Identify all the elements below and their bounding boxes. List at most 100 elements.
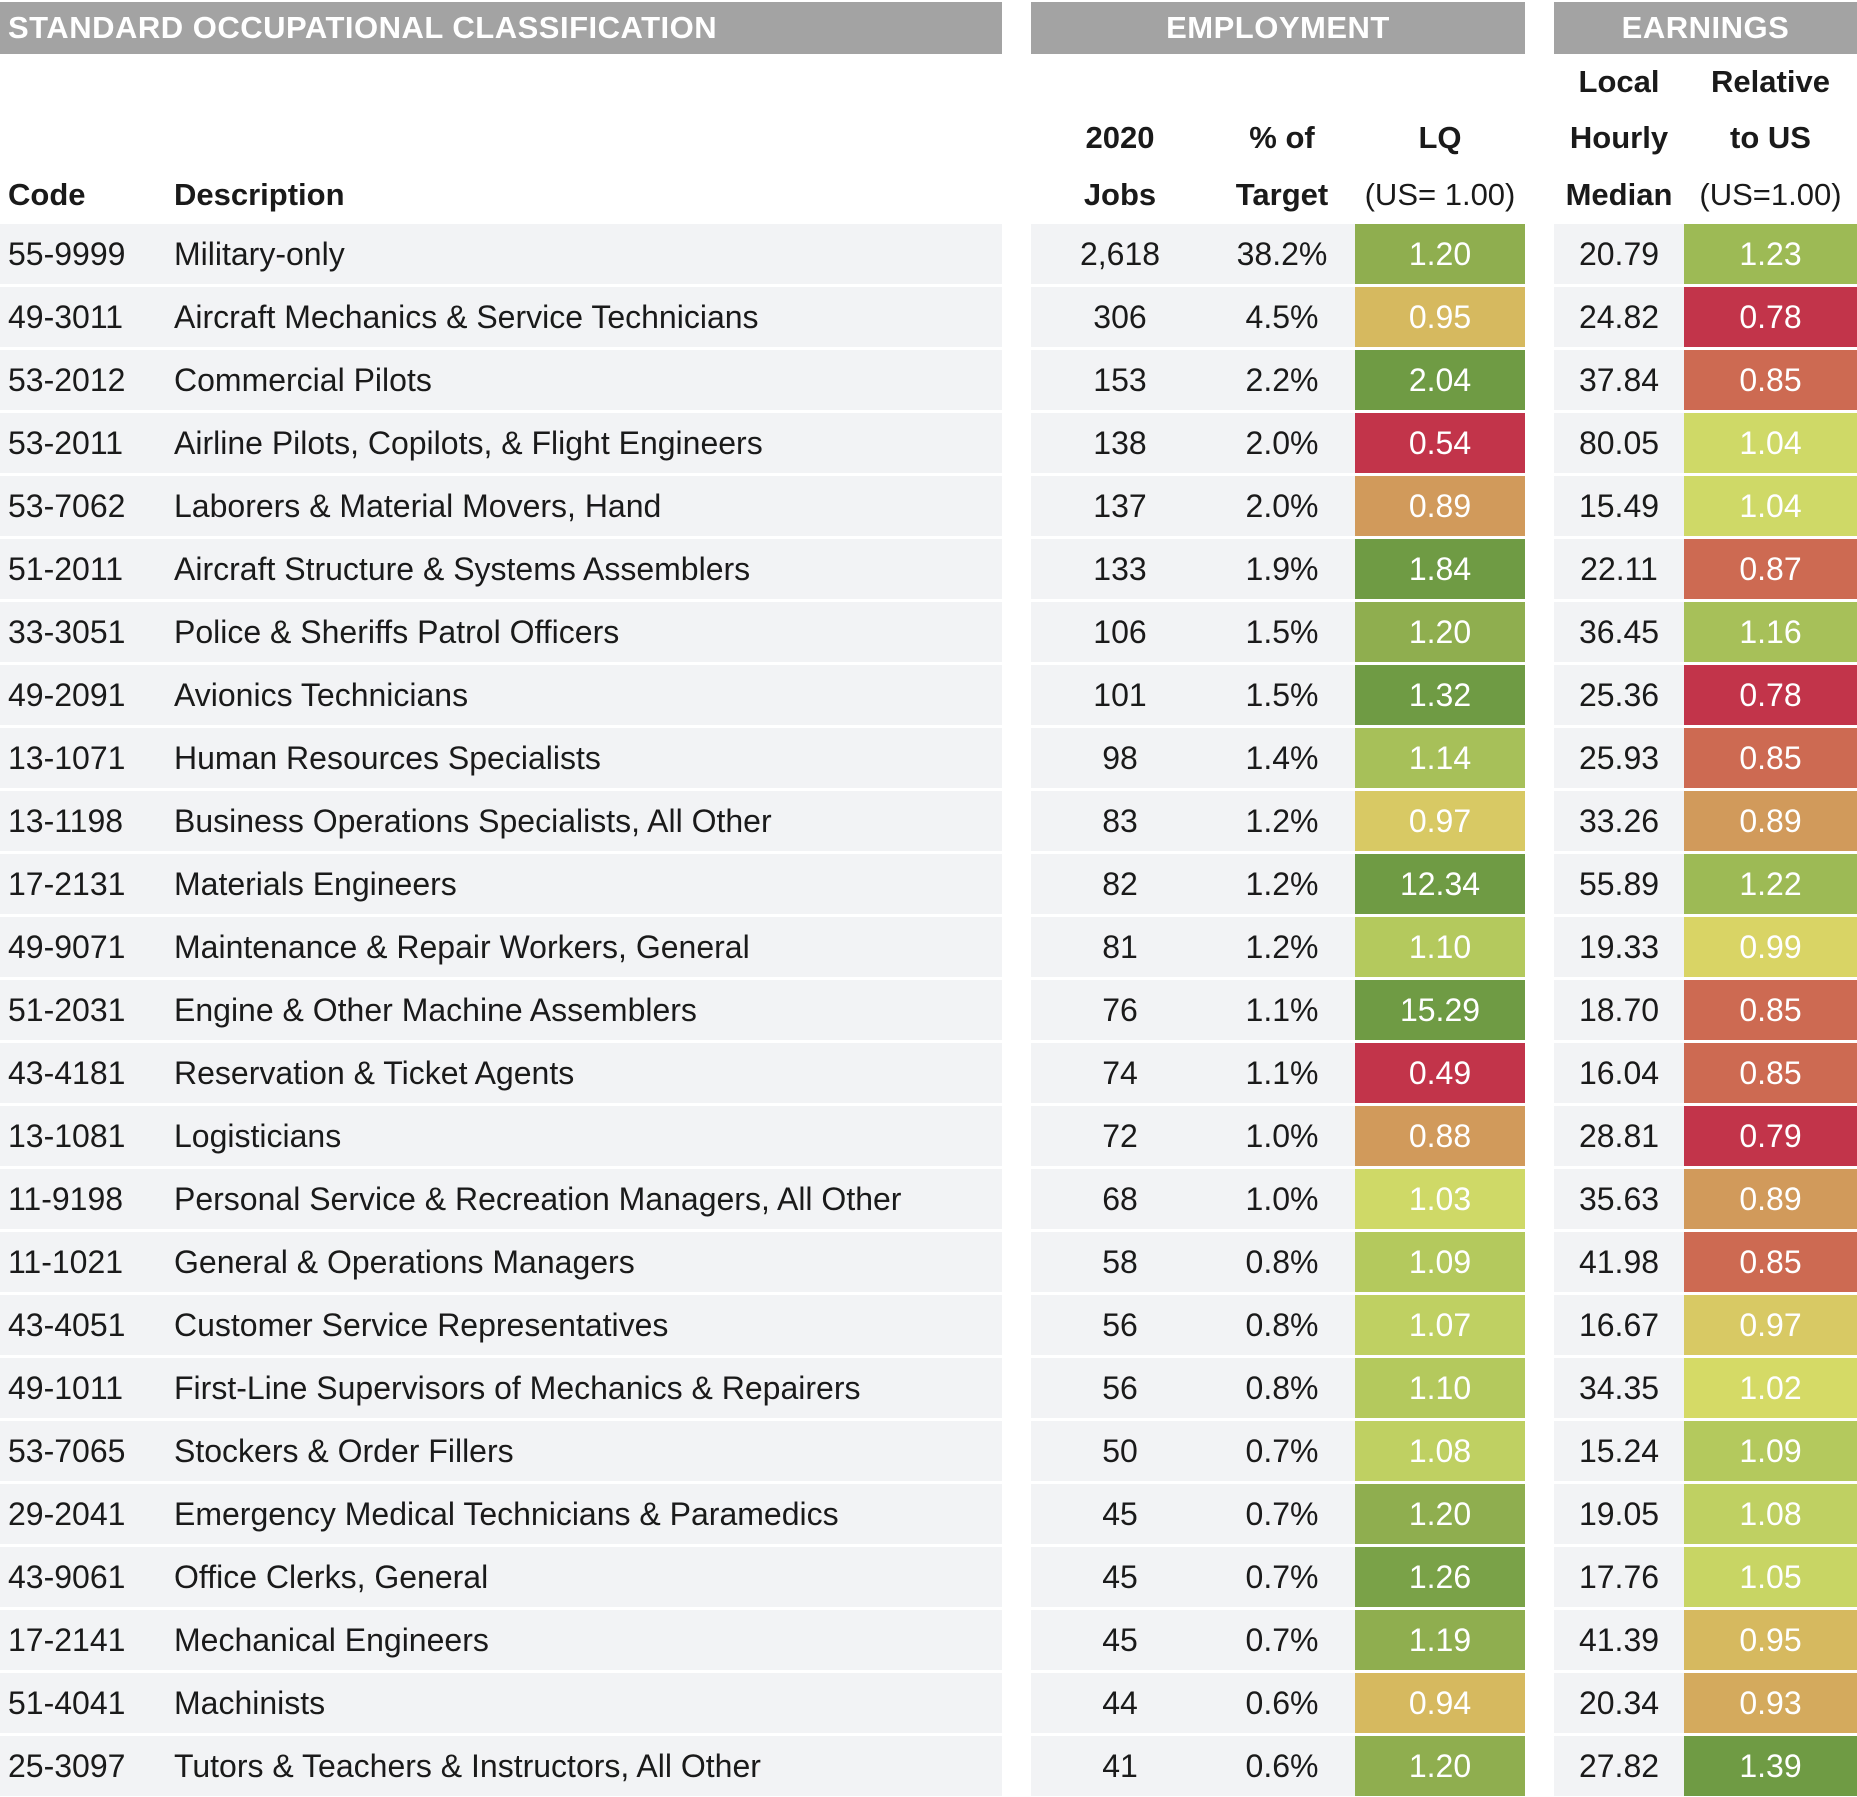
pct-header-line1: % of xyxy=(1249,120,1315,155)
hourly-median-cell: 28.81 xyxy=(1554,1106,1684,1166)
jobs-cell: 56 xyxy=(1031,1295,1209,1355)
lq-header-line2: (US= 1.00) xyxy=(1364,177,1516,212)
hourly-median-cell: 15.49 xyxy=(1554,476,1684,536)
hourly-median-cell: 36.45 xyxy=(1554,602,1684,662)
table-row: 25-3097 Tutors & Teachers & Instructors, … xyxy=(0,1736,1857,1796)
jobs-cell: 41 xyxy=(1031,1736,1209,1796)
relative-to-us-cell: 0.78 xyxy=(1684,665,1857,725)
code-cell: 49-3011 xyxy=(0,287,160,347)
jobs-cell: 50 xyxy=(1031,1421,1209,1481)
table-row: 53-7065 Stockers & Order Fillers 50 0.7% 1.0… xyxy=(0,1421,1857,1481)
code-column-header: Code xyxy=(8,177,86,212)
relative-to-us-cell: 1.22 xyxy=(1684,854,1857,914)
description-cell: Mechanical Engineers xyxy=(160,1610,1002,1670)
table-row: 11-9198 Personal Service & Recreation Man… xyxy=(0,1169,1857,1229)
lq-cell: 1.10 xyxy=(1355,1358,1525,1418)
jobs-cell: 306 xyxy=(1031,287,1209,347)
code-cell: 29-2041 xyxy=(0,1484,160,1544)
employment-group-header: EMPLOYMENT xyxy=(1031,2,1525,54)
table-row: 49-3011 Aircraft Mechanics & Service Tech… xyxy=(0,287,1857,347)
jobs-header-line1: 2020 xyxy=(1085,120,1155,155)
pct-target-cell: 1.5% xyxy=(1209,602,1355,662)
description-cell: General & Operations Managers xyxy=(160,1232,1002,1292)
lq-cell: 1.84 xyxy=(1355,539,1525,599)
code-cell: 51-2011 xyxy=(0,539,160,599)
hourly-median-cell: 37.84 xyxy=(1554,350,1684,410)
jobs-cell: 138 xyxy=(1031,413,1209,473)
hourly-median-cell: 19.05 xyxy=(1554,1484,1684,1544)
pct-target-cell: 1.2% xyxy=(1209,854,1355,914)
description-cell: Human Resources Specialists xyxy=(160,728,1002,788)
relative-to-us-cell: 1.16 xyxy=(1684,602,1857,662)
relative-to-us-cell: 0.89 xyxy=(1684,791,1857,851)
table-row: 53-7062 Laborers & Material Movers, Hand 1… xyxy=(0,476,1857,536)
pct-target-cell: 38.2% xyxy=(1209,224,1355,284)
table-row: 53-2011 Airline Pilots, Copilots, & Fligh… xyxy=(0,413,1857,473)
rel-header-line2: to US xyxy=(1730,120,1811,155)
table-row: 53-2012 Commercial Pilots 153 2.2% 2.04 37.84… xyxy=(0,350,1857,410)
hourly-median-cell: 16.04 xyxy=(1554,1043,1684,1103)
description-cell: Police & Sheriffs Patrol Officers xyxy=(160,602,1002,662)
description-cell: Machinists xyxy=(160,1673,1002,1733)
jobs-cell: 45 xyxy=(1031,1484,1209,1544)
description-cell: Customer Service Representatives xyxy=(160,1295,1002,1355)
hourly-median-cell: 55.89 xyxy=(1554,854,1684,914)
jobs-cell: 106 xyxy=(1031,602,1209,662)
relative-to-us-cell: 1.04 xyxy=(1684,413,1857,473)
table-row: 13-1081 Logisticians 72 1.0% 0.88 28.81 0.79 xyxy=(0,1106,1857,1166)
jobs-header-line2: Jobs xyxy=(1083,177,1157,212)
description-cell: Aircraft Structure & Systems Assemblers xyxy=(160,539,1002,599)
pct-target-cell: 0.8% xyxy=(1209,1232,1355,1292)
pct-target-cell: 4.5% xyxy=(1209,287,1355,347)
rel-header-line1: Relative xyxy=(1711,64,1830,99)
jobs-cell: 153 xyxy=(1031,350,1209,410)
hourly-median-cell: 16.67 xyxy=(1554,1295,1684,1355)
hourly-median-cell: 18.70 xyxy=(1554,980,1684,1040)
description-cell: Office Clerks, General xyxy=(160,1547,1002,1607)
lq-cell: 1.14 xyxy=(1355,728,1525,788)
pct-target-cell: 0.7% xyxy=(1209,1421,1355,1481)
lq-cell: 1.26 xyxy=(1355,1547,1525,1607)
pct-target-cell: 0.6% xyxy=(1209,1736,1355,1796)
relative-to-us-cell: 0.85 xyxy=(1684,728,1857,788)
pct-target-cell: 0.8% xyxy=(1209,1358,1355,1418)
relative-to-us-cell: 0.85 xyxy=(1684,980,1857,1040)
hourly-median-cell: 19.33 xyxy=(1554,917,1684,977)
relative-to-us-cell: 1.23 xyxy=(1684,224,1857,284)
lq-cell: 0.94 xyxy=(1355,1673,1525,1733)
soc-group-header: STANDARD OCCUPATIONAL CLASSIFICATION xyxy=(0,2,1002,54)
lq-cell: 1.07 xyxy=(1355,1295,1525,1355)
description-column-header: Description xyxy=(174,177,345,212)
pct-target-cell: 1.2% xyxy=(1209,917,1355,977)
code-cell: 13-1071 xyxy=(0,728,160,788)
relative-to-us-cell: 1.08 xyxy=(1684,1484,1857,1544)
jobs-cell: 2,618 xyxy=(1031,224,1209,284)
pct-target-cell: 1.1% xyxy=(1209,980,1355,1040)
relative-to-us-cell: 0.97 xyxy=(1684,1295,1857,1355)
table-row: 49-2091 Avionics Technicians 101 1.5% 1.32 25… xyxy=(0,665,1857,725)
lq-cell: 15.29 xyxy=(1355,980,1525,1040)
pct-target-cell: 0.7% xyxy=(1209,1484,1355,1544)
pct-target-cell: 0.6% xyxy=(1209,1673,1355,1733)
pct-target-cell: 1.9% xyxy=(1209,539,1355,599)
code-cell: 43-9061 xyxy=(0,1547,160,1607)
lq-cell: 0.88 xyxy=(1355,1106,1525,1166)
description-cell: Logisticians xyxy=(160,1106,1002,1166)
jobs-cell: 83 xyxy=(1031,791,1209,851)
code-cell: 17-2141 xyxy=(0,1610,160,1670)
hourly-median-cell: 25.36 xyxy=(1554,665,1684,725)
relative-to-us-cell: 0.89 xyxy=(1684,1169,1857,1229)
code-cell: 11-1021 xyxy=(0,1232,160,1292)
relative-to-us-cell: 0.85 xyxy=(1684,1232,1857,1292)
code-cell: 53-2012 xyxy=(0,350,160,410)
hourly-median-cell: 25.93 xyxy=(1554,728,1684,788)
description-cell: Aircraft Mechanics & Service Technicians xyxy=(160,287,1002,347)
lq-cell: 1.20 xyxy=(1355,1484,1525,1544)
relative-to-us-cell: 1.05 xyxy=(1684,1547,1857,1607)
table-row: 43-4181 Reservation & Ticket Agents 74 1.1%… xyxy=(0,1043,1857,1103)
hourly-median-cell: 24.82 xyxy=(1554,287,1684,347)
lq-cell: 0.49 xyxy=(1355,1043,1525,1103)
pct-target-cell: 1.4% xyxy=(1209,728,1355,788)
hourly-median-cell: 33.26 xyxy=(1554,791,1684,851)
table-row: 43-4051 Customer Service Representatives 5… xyxy=(0,1295,1857,1355)
